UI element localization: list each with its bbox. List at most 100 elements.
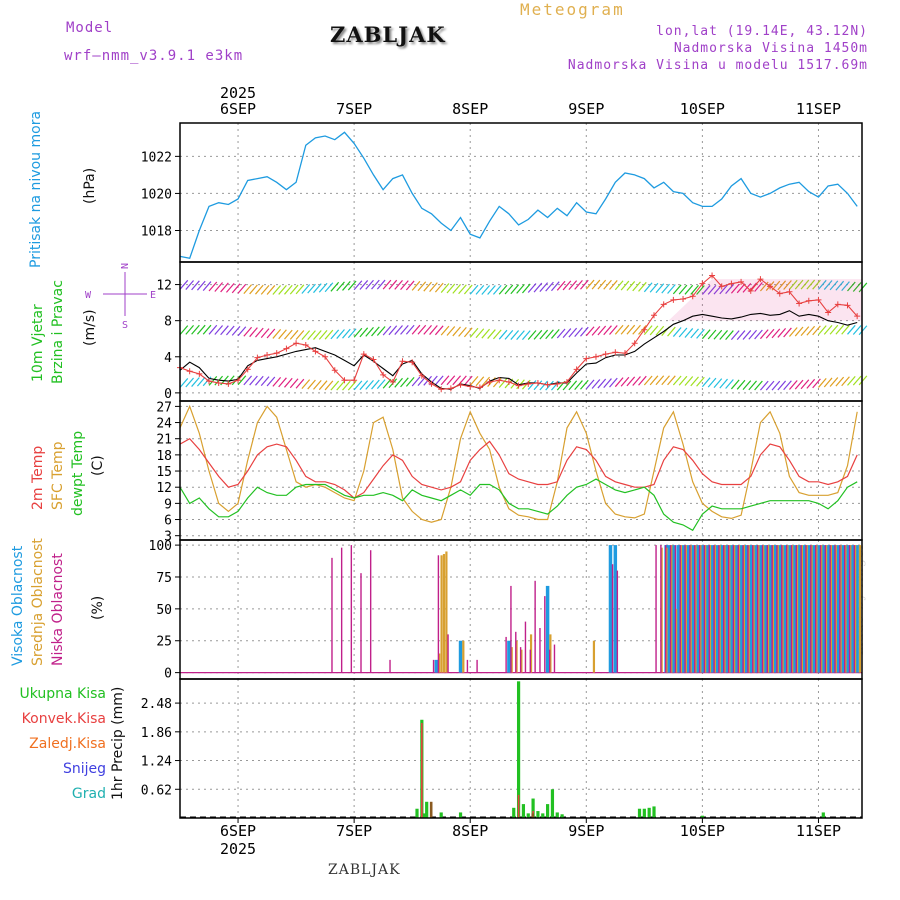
wind-vector — [690, 376, 699, 387]
ytick-label-pressure: 1020 — [141, 187, 172, 202]
wind-vector — [551, 281, 560, 292]
wind-gust-marker — [515, 382, 522, 389]
cloud-bar — [840, 545, 845, 673]
cloud-bar — [671, 545, 676, 673]
precip-bar — [512, 807, 516, 818]
wind-vector — [446, 326, 456, 336]
wind-vector — [324, 282, 334, 293]
ytick-label-temperature: 12 — [156, 481, 172, 496]
wind-vector — [208, 281, 218, 292]
wind-vector — [748, 329, 758, 340]
wind-vector — [614, 280, 624, 291]
wind-gust-marker — [215, 379, 222, 386]
wind-vector — [701, 377, 711, 388]
wind-vector — [342, 281, 351, 291]
wind-vector — [458, 326, 467, 337]
bottom-day-label: 6SEP — [220, 822, 256, 840]
ytick-label-precip: 0.62 — [141, 783, 172, 798]
wind-vector — [411, 376, 421, 387]
wind-vector — [783, 280, 792, 290]
wind-vector — [347, 380, 357, 391]
wind-vector — [400, 280, 409, 291]
cloud-bar — [684, 545, 687, 673]
cloud-bar — [855, 545, 859, 673]
wind-vector — [568, 280, 578, 291]
wind-vector — [185, 377, 194, 388]
cloud-bar — [782, 545, 787, 673]
cloud-bar — [434, 659, 439, 673]
precip-bar — [647, 807, 651, 818]
wind-vector — [847, 375, 856, 386]
cloud-bar — [611, 564, 614, 673]
wind-vector — [313, 379, 322, 390]
compass-w: W — [85, 290, 92, 301]
sfc-temp-line — [179, 404, 858, 523]
temp-2m-line — [179, 437, 858, 499]
cloud-bar — [694, 545, 697, 673]
cloud-bar — [438, 653, 441, 673]
cloud-bar — [807, 545, 811, 673]
wind-vector — [260, 376, 270, 387]
cloud-bar — [834, 545, 836, 673]
precip-bar — [546, 804, 550, 818]
cloud-bar — [437, 555, 440, 673]
wind-gust-marker — [264, 351, 271, 358]
wind-vector — [678, 284, 688, 295]
wind-gust-marker — [370, 356, 377, 363]
wind-vector — [191, 280, 200, 291]
wind-vector — [318, 380, 328, 391]
wind-vector — [597, 279, 607, 290]
wind-vector — [632, 324, 641, 335]
wind-vector — [736, 379, 746, 390]
precip-bar — [425, 801, 429, 818]
wind-vector — [638, 281, 647, 292]
wind-gust-marker — [757, 276, 764, 283]
cloud-bar — [519, 647, 522, 673]
wind-vector — [434, 282, 444, 293]
wind-vector — [678, 375, 688, 386]
wind-vector — [365, 379, 374, 390]
cloud-bar — [445, 551, 448, 673]
cloud-bar — [684, 545, 686, 673]
cloud-bar — [698, 545, 701, 673]
cloud-bar — [529, 634, 533, 673]
precip-bar — [541, 813, 545, 818]
wind-gust-marker — [244, 366, 251, 373]
cloud-bar — [732, 545, 735, 673]
cloud-bar — [749, 545, 753, 673]
wind-vector — [225, 325, 235, 336]
precip-bar — [555, 812, 559, 818]
wind-vector — [655, 283, 665, 294]
cloud-bar — [737, 545, 739, 673]
cloud-bar — [737, 545, 741, 673]
ytick-label-pressure: 1018 — [141, 224, 172, 239]
top-year-label: 2025 — [220, 84, 256, 102]
wind-gust-marker — [680, 296, 687, 303]
wind-vector — [254, 284, 264, 295]
wind-vector — [609, 280, 618, 290]
wind-vector — [423, 324, 432, 335]
cloud-bar — [666, 545, 671, 673]
footer-station: ZABLJAK — [328, 862, 401, 878]
wind-vector — [603, 279, 612, 290]
cloud-bar — [613, 545, 618, 673]
wind-gust-marker — [834, 301, 841, 308]
wind-vector — [829, 324, 839, 335]
cloud-bar — [705, 545, 709, 673]
wind-gust-marker — [225, 380, 232, 387]
wind-vector — [812, 378, 821, 389]
wind-gust-marker — [196, 370, 203, 377]
cloud-bar — [699, 545, 702, 673]
bottom-day-label: 8SEP — [452, 822, 488, 840]
wind-vector — [626, 281, 636, 291]
wind-gust-marker — [273, 350, 280, 357]
cloud-bar — [781, 545, 783, 673]
station-title: ZABLJAK — [330, 22, 446, 47]
wind-vector — [655, 375, 665, 386]
cloud-bar — [389, 659, 391, 673]
wind-vector — [684, 284, 694, 295]
wind-vector — [446, 283, 456, 294]
wind-vector — [765, 328, 775, 339]
cloud-bar — [805, 545, 807, 673]
